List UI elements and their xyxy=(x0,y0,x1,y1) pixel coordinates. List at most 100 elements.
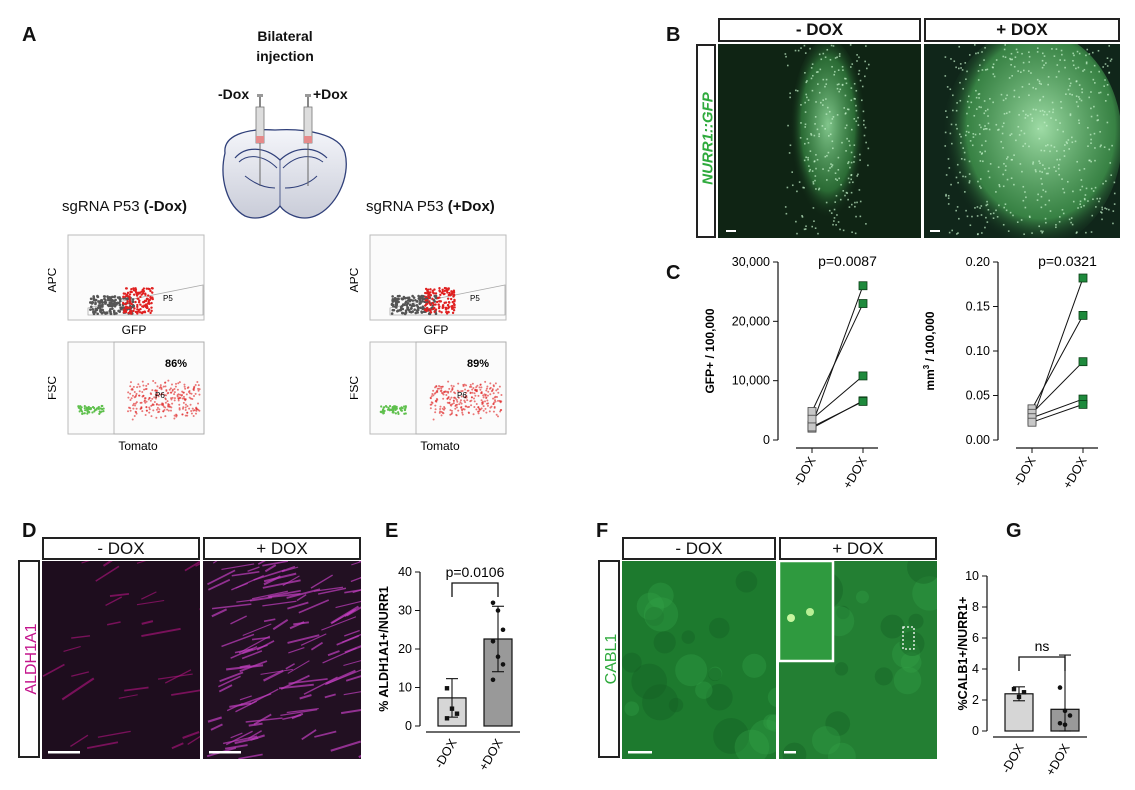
panel-label-f: F xyxy=(596,520,609,542)
e-y-label: % ALDH1A1+/NURR1 xyxy=(377,586,391,712)
panel-label-g: G xyxy=(1006,520,1022,542)
panel-d-plus-dox-header: + DOX xyxy=(203,537,361,560)
right-facs-heading: sgRNA P53 (+Dox) xyxy=(366,198,495,215)
gfp-image-plus-dox xyxy=(924,44,1120,238)
g-pvalue: ns xyxy=(1035,638,1050,654)
e-x-tick-label: -DOX xyxy=(432,736,460,771)
injection-title: Bilateral injection xyxy=(240,26,330,66)
facs-green-population xyxy=(379,404,407,415)
facs-plots-left: P5 APC GFP 86% P6 FSC Tomato xyxy=(48,234,205,453)
right-syringe-label: +Dox xyxy=(313,86,348,102)
g-data-point xyxy=(1016,694,1022,700)
c1-pvalue: p=0.0087 xyxy=(818,253,877,269)
c2-minus-dox-point xyxy=(1027,417,1037,427)
facs-percent-left: 86% xyxy=(165,358,187,370)
g-x-tick-label: +DOX xyxy=(1043,741,1073,778)
aldh1a1-image-plus-dox xyxy=(203,561,361,759)
facs-tomato-population xyxy=(429,380,503,421)
c1-y-tick-label: 20,000 xyxy=(732,314,770,328)
right-facs-heading-prefix: sgRNA P53 xyxy=(366,198,448,215)
g-data-point xyxy=(1057,685,1063,690)
cabl1-cell xyxy=(806,608,814,616)
right-syringe-icon xyxy=(303,94,313,186)
c2-y-tick-label: 0.10 xyxy=(966,344,990,358)
facs-percent-right: 89% xyxy=(467,358,489,370)
c2-pair-line xyxy=(1031,403,1084,423)
injection-title-line1: Bilateral xyxy=(257,28,313,44)
left-facs-heading-condition: (-Dox) xyxy=(143,198,188,215)
c1-pair-line xyxy=(811,400,864,428)
g-y-tick-label: 10 xyxy=(965,569,979,583)
panel-f-minus-dox-header: - DOX xyxy=(622,537,776,560)
gfp-texture-plus xyxy=(930,44,1120,238)
facs-gate-p5: P5 xyxy=(163,294,173,303)
c1-x-tick-label: +DOX xyxy=(840,454,870,490)
panel-d-minus-dox-header: - DOX xyxy=(42,537,200,560)
left-facs-heading-prefix: sgRNA P53 xyxy=(62,198,144,215)
g-data-point xyxy=(1057,720,1063,726)
panel-b-plus-dox-header: + DOX xyxy=(924,18,1120,42)
panel-d-side-box: ALDH1A1 xyxy=(18,560,40,758)
gfp-texture-minus xyxy=(726,44,870,235)
cabl1-image-plus-dox xyxy=(779,561,937,759)
g-y-tick-label: 0 xyxy=(972,724,979,738)
c1-y-tick-label: 10,000 xyxy=(732,374,770,388)
c2-pair-line xyxy=(1031,398,1084,419)
g-significance-bracket xyxy=(1018,656,1066,671)
chart-mm3-per-100000: 0.00 0.05 0.10 0.15 0.20 -DOX +DOX mm3 / 100,00… xyxy=(922,253,1098,490)
facs-gray-population xyxy=(89,294,136,316)
c1-plus-dox-point xyxy=(858,281,868,291)
e-y-tick-label: 10 xyxy=(398,681,412,695)
cabl1-image-minus-dox xyxy=(622,561,776,759)
panel-label-d: D xyxy=(22,520,37,542)
c1-plus-dox-point xyxy=(858,371,868,381)
left-syringe-label: -Dox xyxy=(218,86,250,102)
facs-apc-axis-label: APC xyxy=(48,267,59,292)
chart-calb1-bar: 0 2 4 6 8 10 %CALB1+/NURR1+ -DOX +DOX ns xyxy=(956,569,1087,778)
e-y-tick-label: 20 xyxy=(398,642,412,656)
e-data-point xyxy=(490,600,496,606)
cabl1-zoom-box xyxy=(902,626,915,650)
nurr1-gfp-label: NURR1::GFP xyxy=(699,92,717,185)
facs-tomato-population xyxy=(127,379,201,421)
aldh1a1-fibers-plus xyxy=(206,561,361,759)
magenta-fibers xyxy=(42,561,200,750)
c1-x-tick-label: -DOX xyxy=(791,454,819,489)
e-x-tick-label: +DOX xyxy=(476,736,506,773)
c1-minus-dox-point xyxy=(807,414,817,424)
facs-apc-axis-label: APC xyxy=(350,267,361,292)
chart-aldh1a1-bar: 0 10 20 30 40 % ALDH1A1+/NURR1 -DOX +DOX p=0.010… xyxy=(377,564,520,773)
facs-tomato-axis-label: Tomato xyxy=(420,439,460,453)
e-data-point xyxy=(454,711,460,716)
c2-y-tick-label: 0.00 xyxy=(966,433,990,447)
panel-label-c: C xyxy=(666,262,681,284)
facs-red-population xyxy=(423,286,456,315)
facs-plots-right: P5 APC GFP 89% P6 FSC Tomato xyxy=(350,234,507,453)
cabl1-inset xyxy=(779,561,835,663)
aldh1a1-label: ALDH1A1 xyxy=(23,623,40,695)
c2-plus-dox-point xyxy=(1078,399,1088,409)
c1-plus-dox-point xyxy=(858,397,868,406)
e-significance-bracket xyxy=(451,582,499,597)
brain-injection-diagram xyxy=(222,94,347,219)
left-syringe-icon xyxy=(255,94,265,186)
c1-pair-line xyxy=(811,303,864,412)
cabl1-texture-plus xyxy=(779,561,937,759)
c2-x-tick-label: -DOX xyxy=(1011,454,1039,489)
c2-pvalue: p=0.0321 xyxy=(1038,253,1097,269)
g-data-point xyxy=(1011,686,1017,692)
c2-y-tick-label: 0.20 xyxy=(966,255,990,269)
g-y-tick-label: 2 xyxy=(972,693,979,707)
e-data-point xyxy=(490,677,496,683)
facs-red-population xyxy=(121,287,154,315)
c2-plus-dox-point xyxy=(1078,311,1088,320)
facs-gate-p5: P5 xyxy=(470,294,480,303)
c1-plus-dox-point xyxy=(858,299,868,308)
chart-gfp-per-100000: 0 10,000 20,000 30,000 -DOX +DOX GFP+ / 100,00… xyxy=(703,253,878,490)
c2-y-tick-label: 0.15 xyxy=(966,300,990,314)
facs-fsc-axis-label: FSC xyxy=(48,376,59,400)
cabl1-cell xyxy=(787,614,795,622)
g-data-point xyxy=(1062,722,1068,728)
g-data-point xyxy=(1062,708,1068,714)
g-y-tick-label: 4 xyxy=(972,662,979,676)
